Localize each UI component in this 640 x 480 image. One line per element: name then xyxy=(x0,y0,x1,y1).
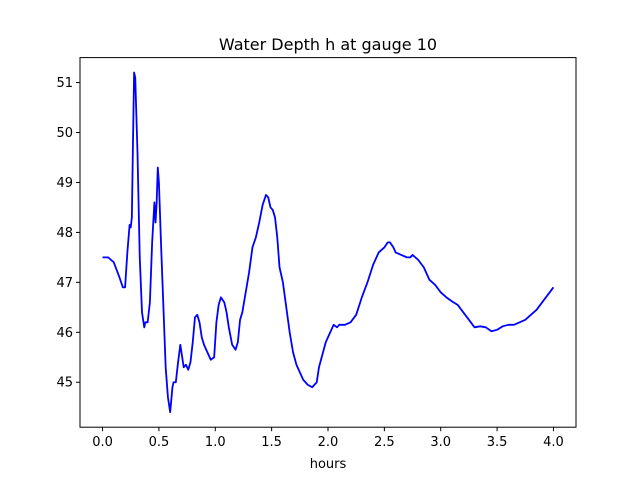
y-tick-label: 47 xyxy=(56,276,73,291)
x-tick-label: 3.5 xyxy=(487,435,508,450)
y-tick-label: 49 xyxy=(56,176,73,191)
y-tick-label: 48 xyxy=(56,226,73,241)
x-tick-label: 2.0 xyxy=(318,435,339,450)
x-axis-label: hours xyxy=(310,457,347,472)
x-tick-label: 0.0 xyxy=(92,435,113,450)
y-tick-label: 51 xyxy=(56,76,73,91)
x-tick-label: 2.5 xyxy=(374,435,395,450)
plot-frame xyxy=(79,57,577,428)
x-tick-label: 0.5 xyxy=(149,435,170,450)
x-tick-label: 4.0 xyxy=(543,435,564,450)
series-line xyxy=(102,71,555,414)
y-tick-label: 46 xyxy=(56,326,73,341)
y-tick-label: 50 xyxy=(56,126,73,141)
chart-title: Water Depth h at gauge 10 xyxy=(219,35,437,54)
x-tick-label: 3.0 xyxy=(430,435,451,450)
axis-ticks: 0.0 0.5 1.0 1.5 2.0 2.5 3.0 3.5 4.0 45 46 47 48 49 50 5… xyxy=(56,76,563,450)
y-tick-label: 45 xyxy=(56,376,73,391)
x-tick-label: 1.0 xyxy=(205,435,226,450)
series-line-group xyxy=(102,71,555,414)
x-tick-label: 1.5 xyxy=(261,435,282,450)
